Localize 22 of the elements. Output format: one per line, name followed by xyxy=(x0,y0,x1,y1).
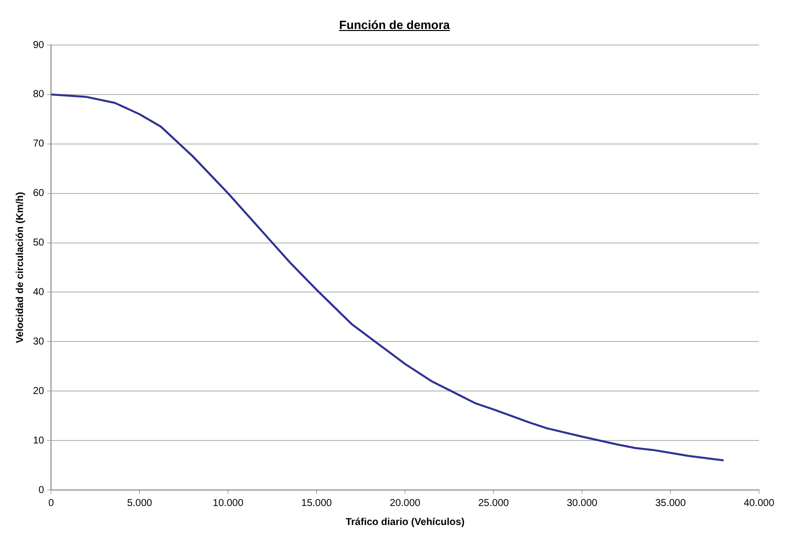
x-tick-label: 0 xyxy=(48,498,54,509)
x-tick-label: 30.000 xyxy=(566,498,598,509)
x-tick-label: 10.000 xyxy=(212,498,244,509)
x-tick-label: 40.000 xyxy=(744,498,775,509)
x-tick-label: 35.000 xyxy=(655,498,686,509)
y-tick-label: 70 xyxy=(33,138,45,150)
chart-title: Función de demora xyxy=(338,18,451,32)
x-tick-label: 5.000 xyxy=(127,498,153,509)
y-tick-label: 80 xyxy=(33,89,45,100)
y-axis-title: Velocidad de circulación (Km/h) xyxy=(14,192,26,344)
y-tick-label: 90 xyxy=(33,40,45,51)
x-axis-title: Tráfico diario (Vehículos) xyxy=(346,516,465,528)
y-tick-label: 40 xyxy=(33,286,45,298)
y-tick-label: 60 xyxy=(33,188,45,200)
y-tick-label: 50 xyxy=(33,238,45,249)
y-tick-label: 10 xyxy=(33,435,45,446)
x-tick-label: 15.000 xyxy=(301,498,332,509)
y-tick-label: 20 xyxy=(33,386,45,397)
x-tick-label: 20.000 xyxy=(390,498,421,509)
x-tick-label: 25.000 xyxy=(478,498,510,509)
y-tick-label: 0 xyxy=(38,484,45,496)
y-tick-label: 30 xyxy=(33,336,45,348)
